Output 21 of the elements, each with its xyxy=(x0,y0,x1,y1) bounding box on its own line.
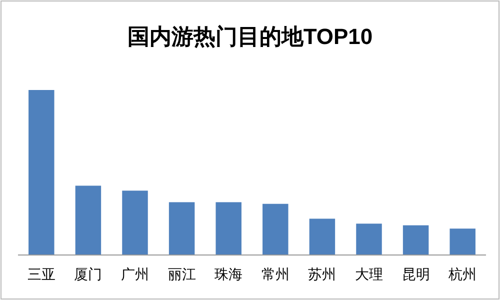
chart-title: 国内游热门目的地TOP10 xyxy=(127,24,373,49)
x-tick-label: 昆明 xyxy=(402,266,430,282)
bar xyxy=(122,190,148,255)
x-tick-label: 杭州 xyxy=(448,266,477,282)
x-tick-label: 三亚 xyxy=(27,266,56,282)
bar xyxy=(168,202,195,255)
bar xyxy=(216,202,242,255)
x-tick-label: 大理 xyxy=(355,266,383,282)
bar xyxy=(402,225,429,255)
bar xyxy=(309,218,336,255)
x-tick-label: 珠海 xyxy=(214,266,243,282)
x-tick-label: 苏州 xyxy=(308,266,336,282)
bar xyxy=(262,204,288,255)
x-tick-label: 广州 xyxy=(121,266,149,282)
bar xyxy=(450,228,476,255)
bar xyxy=(75,186,102,255)
x-tick-label: 厦门 xyxy=(74,266,102,282)
x-tick-label: 丽江 xyxy=(168,266,196,282)
bar xyxy=(28,90,54,255)
bar xyxy=(356,224,382,255)
x-tick-label: 常州 xyxy=(261,266,290,282)
